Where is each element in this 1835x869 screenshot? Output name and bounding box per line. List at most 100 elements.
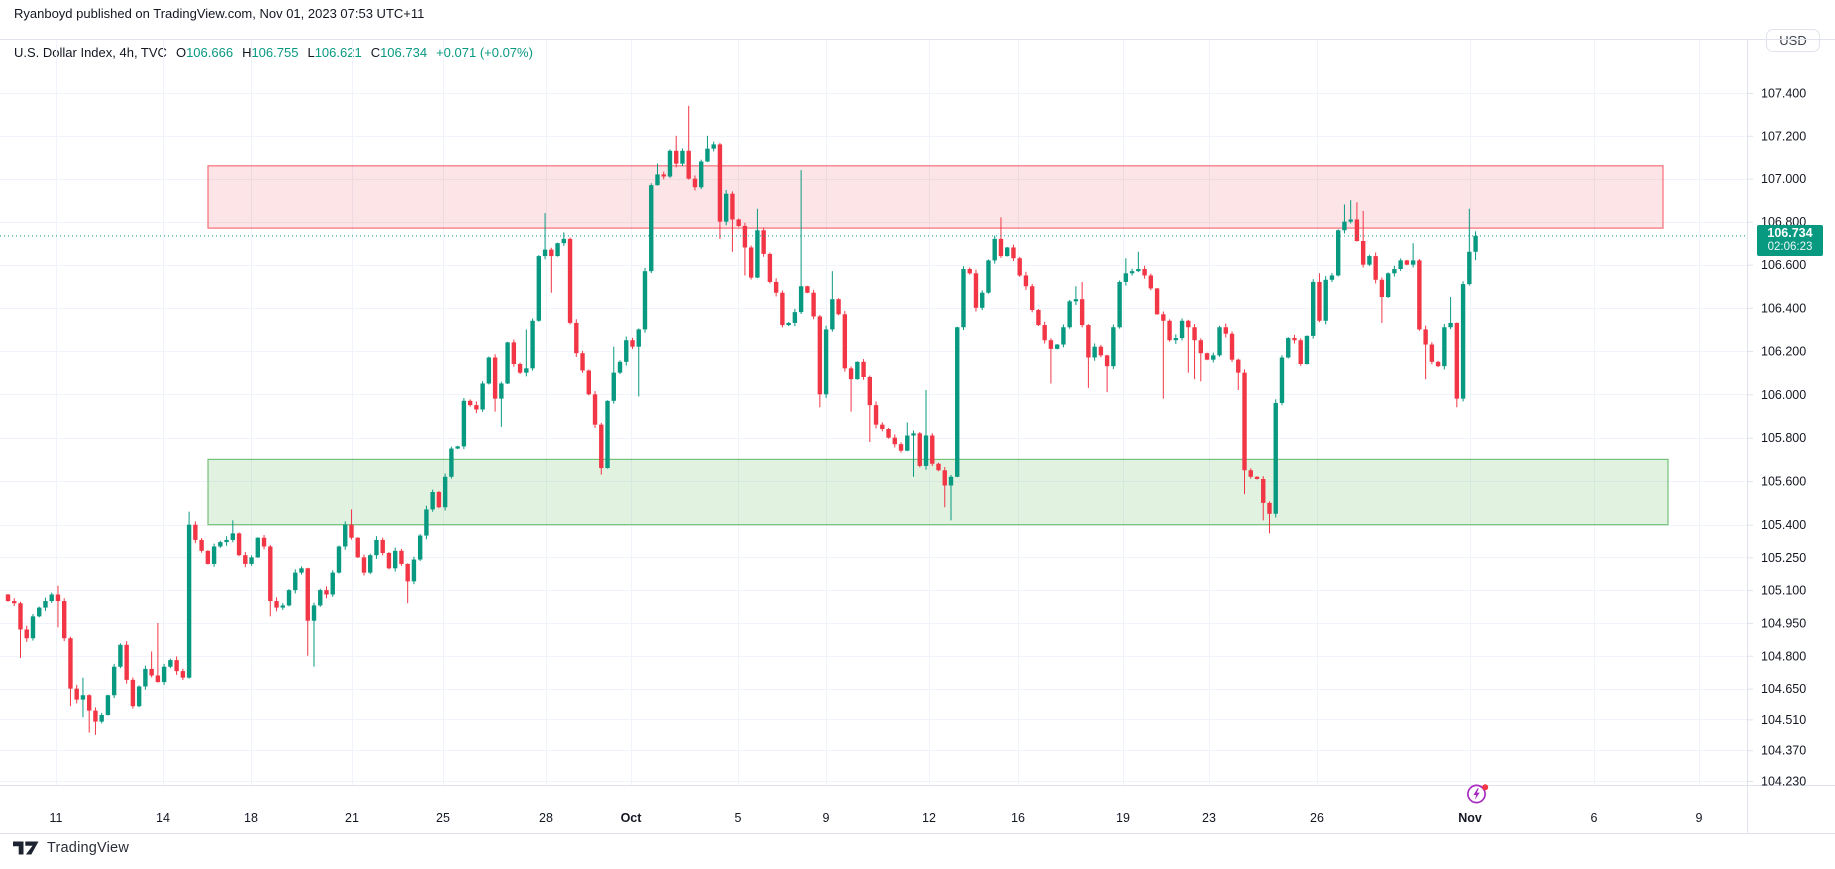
- candle: [1423, 325, 1428, 380]
- candle-body: [1223, 327, 1228, 334]
- candle-body: [449, 448, 454, 477]
- candle-body: [530, 320, 535, 369]
- candle-body: [1079, 299, 1085, 326]
- candle-body: [1048, 340, 1054, 349]
- candle: [99, 713, 104, 724]
- candle-body: [1029, 286, 1035, 310]
- candle: [268, 545, 273, 617]
- candle: [1111, 324, 1116, 369]
- candle: [930, 433, 935, 467]
- separators: [0, 39, 1835, 834]
- currency-badge[interactable]: USD: [1766, 29, 1820, 52]
- candle-body: [118, 644, 123, 667]
- candle: [1267, 501, 1272, 534]
- time-axis-label: 23: [1202, 811, 1216, 825]
- candle: [49, 592, 54, 603]
- candle-body: [37, 607, 42, 617]
- candle-body: [305, 568, 310, 621]
- price-axis-label: 106.400: [1761, 301, 1806, 315]
- price-axis-label: 107.200: [1761, 129, 1806, 143]
- candle-body: [130, 679, 136, 707]
- candle-body: [842, 314, 848, 369]
- price-axis-label: 105.400: [1761, 518, 1806, 532]
- candle: [1242, 369, 1247, 495]
- symbol-legend[interactable]: U.S. Dollar Index, 4h, TVC O106.666 H106…: [14, 45, 533, 60]
- candle: [111, 663, 117, 699]
- candle-body: [1148, 275, 1154, 289]
- tradingview-watermark[interactable]: TradingView: [13, 840, 129, 856]
- candle-body: [1298, 340, 1303, 365]
- candle-body: [442, 476, 448, 508]
- candle-body: [1042, 325, 1047, 341]
- candle-body: [611, 372, 616, 401]
- candle: [374, 536, 379, 559]
- candle-body: [649, 185, 654, 272]
- candle-body: [93, 710, 98, 722]
- candle-body: [268, 546, 273, 602]
- candle-body: [823, 329, 829, 395]
- candle: [998, 217, 1004, 258]
- candle: [1148, 273, 1154, 291]
- candle: [1329, 273, 1335, 283]
- candle-body: [873, 405, 879, 425]
- time-axis-label: Oct: [621, 811, 643, 825]
- candle: [492, 354, 498, 412]
- candle: [161, 663, 167, 685]
- candle: [642, 267, 648, 333]
- candle: [449, 446, 454, 479]
- candle-body: [205, 550, 211, 564]
- candle-body: [786, 322, 791, 326]
- candle: [1460, 281, 1466, 402]
- candle-body: [980, 292, 985, 308]
- candle-body: [1404, 260, 1410, 265]
- candle: [586, 369, 591, 396]
- candle-body: [948, 476, 954, 486]
- candle: [455, 445, 460, 450]
- candle-body: [1329, 275, 1335, 280]
- candle: [823, 325, 829, 399]
- candle: [698, 159, 704, 190]
- candle: [1335, 229, 1341, 277]
- price-axis[interactable]: 107.400107.200107.000106.800106.600106.4…: [1747, 87, 1806, 789]
- economic-event-icon[interactable]: [1464, 781, 1492, 807]
- candle: [1279, 355, 1285, 406]
- resistance-zone[interactable]: [207, 165, 1664, 229]
- candle: [580, 350, 585, 373]
- candle: [1054, 344, 1060, 350]
- candle-body: [355, 537, 360, 558]
- candle: [936, 462, 941, 472]
- candle-body: [1417, 260, 1422, 330]
- candle-body: [486, 357, 492, 384]
- candle: [1435, 360, 1441, 368]
- candle: [1229, 331, 1235, 363]
- candle: [786, 321, 791, 327]
- price-axis-label: 104.650: [1761, 682, 1806, 696]
- candle-body: [368, 555, 373, 573]
- candle: [424, 505, 429, 540]
- candle-body: [218, 542, 223, 547]
- candle: [74, 684, 79, 704]
- candle: [1398, 258, 1403, 271]
- candle: [1217, 325, 1222, 357]
- price-axis-label: 105.100: [1761, 584, 1806, 598]
- time-axis-label: 6: [1591, 811, 1598, 825]
- candle: [955, 326, 960, 478]
- price-axis-label: 104.230: [1761, 775, 1806, 789]
- candle-body: [630, 340, 635, 347]
- candle: [1248, 468, 1253, 479]
- price-axis-label: 104.510: [1761, 713, 1806, 727]
- candle: [361, 554, 367, 576]
- time-axis[interactable]: 11 14 18 21 25 28 Oct 5 9 12 16 19 23 26 Nov 6 9: [50, 811, 1703, 825]
- candle-body: [773, 281, 779, 293]
- candle: [780, 290, 785, 328]
- candle-body: [1367, 256, 1372, 265]
- candle: [1342, 204, 1347, 234]
- candle-body: [524, 368, 529, 373]
- candle: [392, 547, 398, 572]
- candle: [624, 336, 629, 366]
- candle-body: [12, 601, 17, 604]
- candle-body: [923, 435, 929, 466]
- candle: [1154, 287, 1160, 315]
- candle-body: [1061, 327, 1066, 345]
